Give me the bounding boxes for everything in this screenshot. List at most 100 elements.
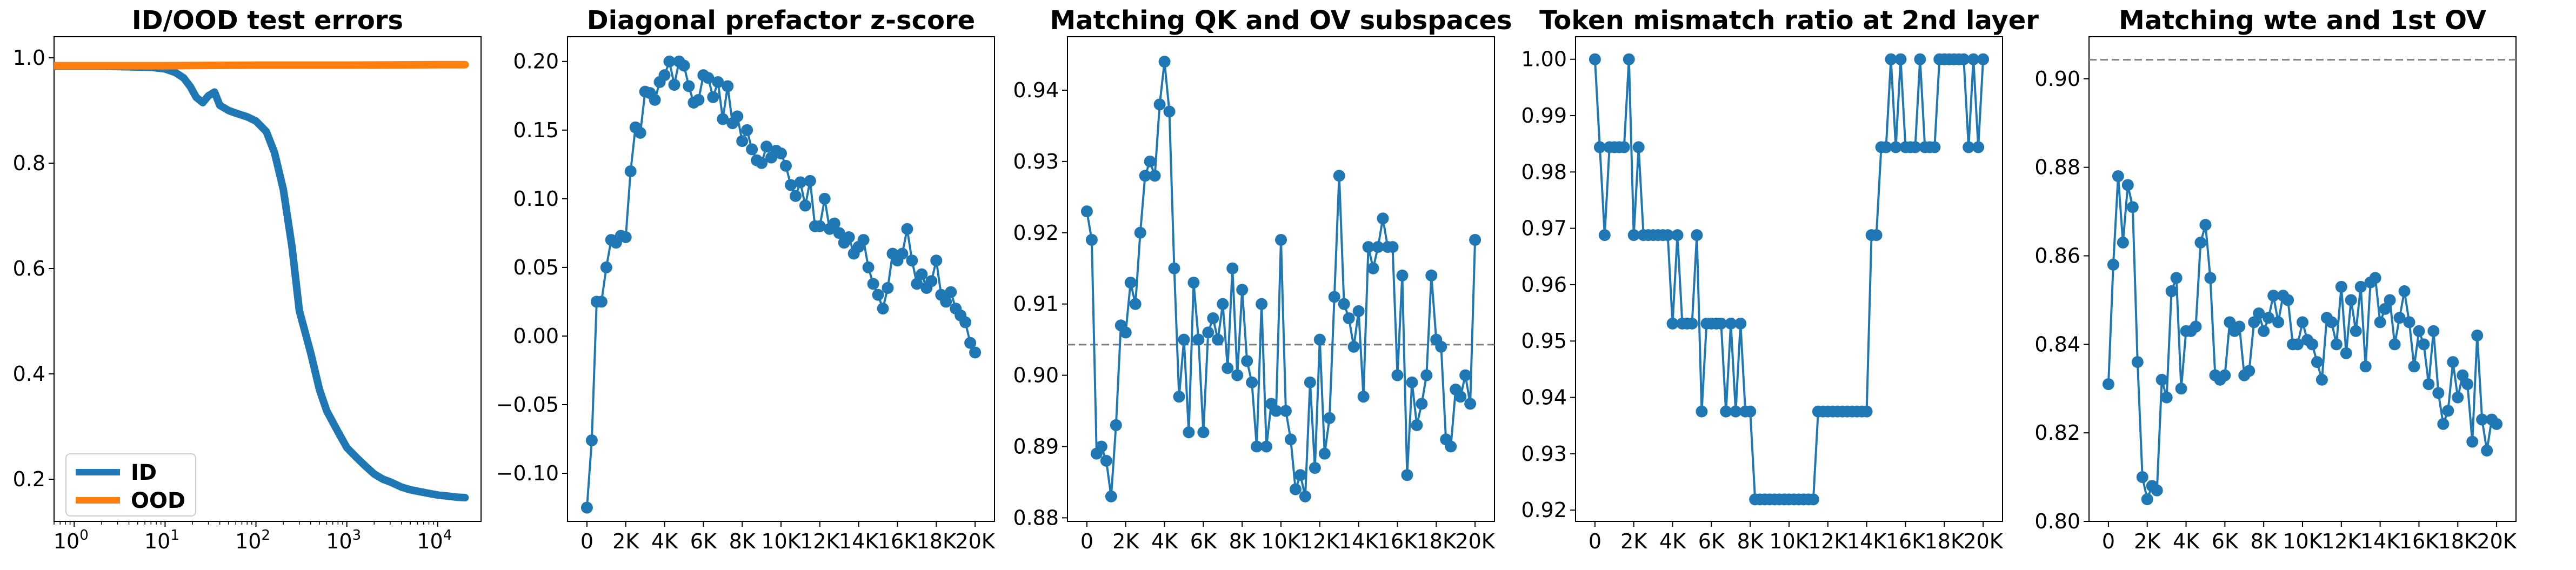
- data-point: [1401, 469, 1413, 481]
- data-point: [2190, 320, 2202, 333]
- data-point: [1163, 105, 1176, 118]
- x-tick-label: 10K: [761, 529, 801, 553]
- x-tick-label: 4K: [1151, 529, 1178, 553]
- data-point: [1110, 419, 1122, 431]
- data-point: [1338, 298, 1350, 310]
- x-tick-label: 0: [1589, 529, 1601, 553]
- data-point: [1890, 141, 1902, 153]
- data-point: [1318, 447, 1331, 460]
- data-point: [1377, 212, 1389, 225]
- data-point: [1304, 376, 1316, 388]
- data-point: [2224, 316, 2236, 328]
- data-point: [789, 190, 802, 202]
- data-point: [1411, 419, 1423, 431]
- data-point: [2263, 312, 2275, 324]
- data-point: [702, 72, 715, 84]
- x-tick-label: 10K: [1261, 529, 1301, 553]
- data-point: [1168, 262, 1180, 274]
- data-point: [1246, 376, 1258, 388]
- data-point: [945, 286, 957, 298]
- series-line: [1085, 61, 1477, 498]
- data-point: [1686, 317, 1698, 330]
- data-point: [1967, 53, 1980, 65]
- data-point: [799, 199, 811, 212]
- data-point: [1144, 155, 1156, 167]
- data-point: [1425, 269, 1438, 281]
- data-point: [2379, 303, 2391, 315]
- data-point: [1226, 262, 1239, 274]
- data-point: [1279, 405, 1292, 417]
- x-tick-label: 4K: [1659, 529, 1686, 553]
- data-point: [2151, 484, 2163, 497]
- data-point: [2437, 418, 2450, 430]
- data-point: [1217, 298, 1229, 310]
- data-point: [1139, 170, 1151, 182]
- data-point: [1158, 56, 1171, 68]
- x-tick-label: 14K: [2360, 529, 2400, 553]
- data-point: [2117, 236, 2129, 249]
- data-point: [2131, 356, 2144, 368]
- data-point: [2160, 391, 2173, 404]
- data-point: [1367, 262, 1379, 274]
- data-point: [2442, 405, 2454, 417]
- data-point: [1080, 205, 1093, 218]
- data-point: [1914, 53, 1926, 65]
- data-point: [1632, 141, 1645, 153]
- y-tick-label: 0.99: [1521, 104, 1567, 128]
- data-point: [775, 147, 787, 159]
- data-point: [2384, 294, 2396, 306]
- data-point: [1178, 333, 1190, 346]
- data-point: [2418, 338, 2430, 351]
- data-point: [1593, 141, 1606, 153]
- data-point: [2165, 285, 2178, 298]
- data-point: [1236, 284, 1249, 296]
- x-tick-label: 18K: [1925, 529, 1965, 553]
- plot-area: [54, 61, 469, 502]
- data-point: [746, 143, 758, 156]
- x-tick-label: 0: [1080, 529, 1093, 553]
- data-point: [2292, 338, 2304, 351]
- data-point: [600, 261, 612, 273]
- plot-area: [580, 55, 982, 514]
- data-point: [1289, 483, 1302, 495]
- x-tick-label: 12K: [2321, 529, 2361, 553]
- x-tick-label: 4K: [651, 529, 678, 553]
- data-point: [784, 179, 797, 191]
- data-point: [2350, 325, 2362, 337]
- data-point: [2170, 272, 2183, 284]
- data-point: [2345, 294, 2357, 306]
- data-point: [813, 220, 826, 232]
- data-point: [2306, 338, 2318, 351]
- y-tick-label: 0.98: [1521, 160, 1567, 184]
- data-point: [1129, 298, 1142, 310]
- data-point: [916, 268, 928, 280]
- x-tick-base: 10: [144, 529, 170, 553]
- data-point: [692, 93, 705, 106]
- data-point: [1299, 490, 1311, 502]
- data-point: [1119, 326, 1132, 339]
- x-tick-label: 20K: [955, 529, 995, 553]
- data-point: [1894, 53, 1907, 65]
- y-tick-label: 0.91: [1013, 292, 1059, 316]
- data-point: [1323, 412, 1336, 424]
- data-point: [2432, 387, 2445, 399]
- data-point: [2315, 373, 2328, 386]
- y-tick-label: 0.93: [1013, 150, 1059, 173]
- x-tick-label: 101: [144, 527, 179, 553]
- data-point: [2136, 471, 2148, 484]
- data-point: [1958, 53, 1970, 65]
- data-point: [804, 175, 816, 187]
- data-point: [1309, 462, 1321, 474]
- x-tick-base: 10: [235, 529, 261, 553]
- y-tick-label: 0.15: [513, 118, 559, 142]
- y-tick-label: 0.94: [1013, 78, 1059, 102]
- data-point: [1720, 405, 1732, 418]
- data-point: [964, 337, 977, 349]
- data-point: [2369, 272, 2381, 284]
- y-tick-label: 0.90: [2034, 67, 2080, 91]
- data-point: [940, 296, 952, 308]
- x-tick-label: 16K: [878, 529, 918, 553]
- data-point: [1696, 405, 1708, 418]
- plot-area: [1080, 56, 1481, 502]
